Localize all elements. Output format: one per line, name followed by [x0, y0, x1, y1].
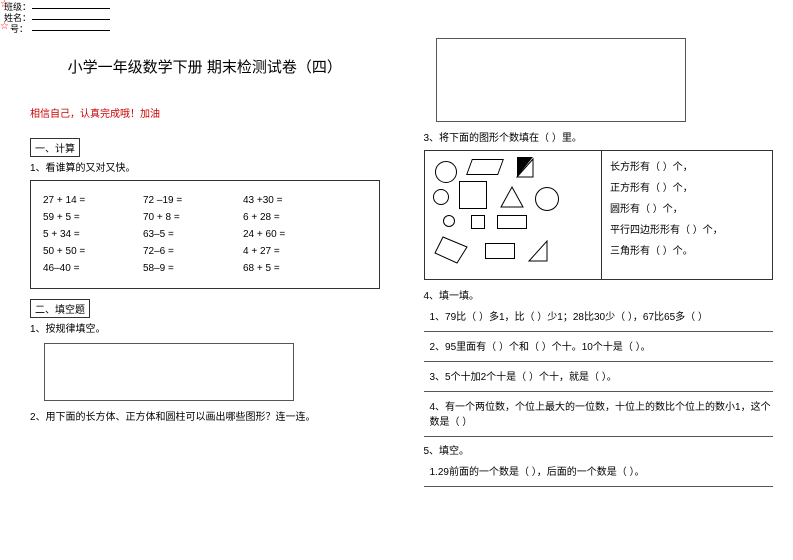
calc-cell: 27 + 14 = — [43, 195, 143, 206]
right-column: 3、将下面的图形个数填在（ ）里。 — [424, 38, 774, 550]
connect-answer-box — [436, 38, 686, 122]
shape-figure-area — [425, 151, 603, 279]
label-para: 平行四边形形有（ ）个， — [610, 220, 764, 241]
label-rect: 长方形有（ ）个， — [610, 157, 764, 178]
calc-cell: 4 + 27 = — [243, 246, 343, 257]
calc-cell: 72–6 = — [143, 246, 243, 257]
section-1-header: 一、计算 — [30, 138, 80, 157]
square-icon — [471, 215, 485, 229]
q4-line4: 4、有一个两位数，个位上最大的一位数，十位上的数比个位上的数小1，这个数是（ ） — [430, 400, 774, 430]
q4-line2: 2、95里面有（ ）个和（ ）个十。10个十是（ ）。 — [430, 340, 774, 355]
calc-row: 50 + 50 =72–6 =4 + 27 = — [43, 246, 367, 257]
triangle-icon — [499, 185, 525, 209]
exam-header-labels: 班级： 姓名： 号： — [4, 2, 31, 35]
divider — [424, 486, 774, 487]
calc-cell: 24 + 60 = — [243, 229, 343, 240]
label-number: 号： — [10, 24, 31, 35]
blank-line — [32, 8, 110, 9]
label-name: 姓名： — [4, 13, 31, 24]
calc-row: 27 + 14 =72 –19 =43 +30 = — [43, 195, 367, 206]
calc-cell: 6 + 28 = — [243, 212, 343, 223]
q5-line1: 1.29前面的一个数是（ ），后面的一个数是（ ）。 — [430, 465, 774, 480]
calc-cell: 46–40 = — [43, 263, 143, 274]
pattern-answer-box — [44, 343, 294, 401]
question-4-header: 4、填一填。 — [424, 290, 774, 304]
calc-cell: 50 + 50 = — [43, 246, 143, 257]
calc-cell: 70 + 8 = — [143, 212, 243, 223]
encouragement-text: 相信自己，认真完成哦！加油 — [30, 105, 380, 120]
label-tri: 三角形有（ ）个。 — [610, 241, 764, 262]
parallelogram-icon — [466, 159, 504, 175]
calc-row: 59 + 5 =70 + 8 =6 + 28 = — [43, 212, 367, 223]
calc-table: 27 + 14 =72 –19 =43 +30 = 59 + 5 =70 + 8… — [30, 180, 380, 289]
calc-cell: 63–5 = — [143, 229, 243, 240]
question-1-1: 1、看谁算的又对又快。 — [30, 162, 380, 176]
divider — [424, 436, 774, 437]
square-icon — [459, 181, 487, 209]
label-class: 班级： — [4, 2, 31, 13]
divider — [424, 331, 774, 332]
circle-icon — [443, 215, 455, 227]
blank-line — [32, 19, 110, 20]
shape-label-list: 长方形有（ ）个， 正方形有（ ）个， 圆形有（ ）个， 平行四边形形有（ ）个… — [602, 151, 772, 279]
question-2-1: 1、按规律填空。 — [30, 323, 380, 337]
page-content: 小学一年级数学下册 期末检测试卷（四） 相信自己，认真完成哦！加油 一、计算 1… — [30, 38, 773, 550]
calc-cell: 68 + 5 = — [243, 263, 343, 274]
calc-cell: 59 + 5 = — [43, 212, 143, 223]
calc-row: 5 + 34 =63–5 =24 + 60 = — [43, 229, 367, 240]
q4-line1: 1、79比（ ）多1，比（ ）少1；28比30少（ ），67比65多（ ） — [430, 310, 774, 325]
exam-title: 小学一年级数学下册 期末检测试卷（四） — [30, 56, 380, 77]
circle-icon — [433, 189, 449, 205]
shape-count-block: 长方形有（ ）个， 正方形有（ ）个， 圆形有（ ）个， 平行四边形形有（ ）个… — [424, 150, 774, 280]
left-column: 小学一年级数学下册 期末检测试卷（四） 相信自己，认真完成哦！加油 一、计算 1… — [30, 38, 380, 550]
rectangle-icon — [497, 215, 527, 229]
q4-line3: 3、5个十加2个十是（ ）个十，就是（ ）。 — [430, 370, 774, 385]
question-5-header: 5、填空。 — [424, 445, 774, 459]
label-circle: 圆形有（ ）个， — [610, 199, 764, 220]
circle-icon — [435, 161, 457, 183]
parallelogram-icon — [431, 233, 471, 267]
blank-line — [32, 30, 110, 31]
question-2-2: 2、用下面的长方体、正方体和圆柱可以画出哪些图形？连一连。 — [30, 411, 380, 425]
calc-cell: 5 + 34 = — [43, 229, 143, 240]
divider — [424, 361, 774, 362]
triangle-icon — [527, 239, 549, 263]
calc-row: 46–40 =58–9 =68 + 5 = — [43, 263, 367, 274]
calc-cell: 72 –19 = — [143, 195, 243, 206]
rectangle-icon — [485, 243, 515, 259]
label-square: 正方形有（ ）个， — [610, 178, 764, 199]
triangle-icon — [515, 157, 535, 179]
calc-cell: 58–9 = — [143, 263, 243, 274]
section-2-header: 二、填空题 — [30, 299, 90, 318]
circle-icon — [535, 187, 559, 211]
question-3: 3、将下面的图形个数填在（ ）里。 — [424, 132, 774, 146]
calc-cell: 43 +30 = — [243, 195, 343, 206]
divider — [424, 391, 774, 392]
